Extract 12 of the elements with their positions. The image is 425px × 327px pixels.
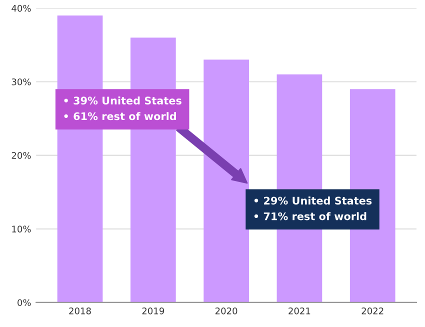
y-tick-label: 20% xyxy=(12,152,31,159)
x-tick-label: 2022 xyxy=(362,307,384,314)
x-tick-label: 2020 xyxy=(215,307,238,314)
x-tick-label: 2021 xyxy=(288,307,310,314)
x-tick-label: 2019 xyxy=(142,307,164,314)
y-tick-label: 40% xyxy=(12,4,31,12)
annotation: • 39% United States • 61% rest of world xyxy=(64,96,182,120)
x-tick-label: 2018 xyxy=(69,307,91,314)
annotation: • 29% United States • 71% rest of world xyxy=(254,196,372,220)
y-tick-label: 30% xyxy=(12,78,31,86)
y-tick-label: 0% xyxy=(18,299,31,306)
y-tick-label: 10% xyxy=(12,226,31,232)
